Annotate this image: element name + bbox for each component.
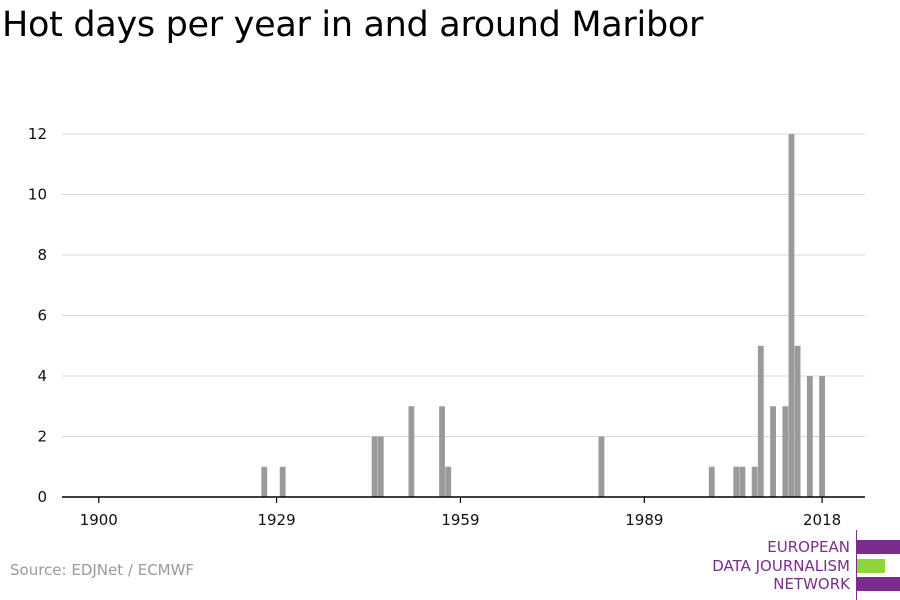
- bar-2005: [739, 466, 746, 497]
- bar-1927: [261, 466, 268, 497]
- y-tick-label: 0: [37, 488, 47, 506]
- y-tick-label: 10: [28, 186, 47, 204]
- bar-2007: [751, 466, 758, 497]
- x-tick-label: 1929: [257, 511, 295, 529]
- bar-2008: [757, 345, 764, 497]
- bar-2000: [708, 466, 715, 497]
- bars: [261, 134, 826, 497]
- x-tick-label: 1959: [441, 511, 479, 529]
- y-tick-label: 4: [37, 367, 47, 385]
- chart-title: Hot days per year in and around Maribor: [2, 5, 704, 45]
- bar-1946: [377, 436, 384, 497]
- bar-2004: [733, 466, 740, 497]
- logo-line-2: DATA JOURNALISM: [712, 557, 850, 575]
- x-axis: [62, 496, 865, 503]
- x-tick-label: 2018: [803, 511, 841, 529]
- bar-2012: [782, 406, 789, 497]
- x-tick-labels: 1900 1929 1959 1989 2018: [80, 511, 842, 529]
- bar-2018: [819, 376, 826, 497]
- bar-2010: [770, 406, 776, 497]
- bar-1957: [445, 466, 452, 497]
- bar-1956: [439, 406, 445, 497]
- bar-2016: [806, 376, 813, 497]
- y-tick-label: 8: [37, 246, 47, 264]
- logo-line-3: NETWORK: [773, 575, 850, 593]
- bar-1982: [598, 436, 605, 497]
- x-tick-label: 1989: [625, 511, 663, 529]
- logo-divider: [856, 530, 857, 600]
- bar-1951: [408, 406, 415, 497]
- logo-bar-purple-top: [857, 540, 900, 554]
- logo-bar-green: [857, 559, 885, 573]
- logo-bar-purple-bottom: [857, 577, 900, 591]
- bar-1945: [371, 436, 378, 497]
- y-tick-labels: 0 2 4 6 8 10 12: [28, 125, 47, 506]
- y-tick-label: 2: [37, 428, 47, 446]
- y-tick-label: 6: [37, 307, 47, 325]
- bar-2014: [794, 345, 801, 497]
- logo-line-1: EUROPEAN: [767, 538, 850, 556]
- gridlines: [62, 133, 865, 437]
- bar-2013: [788, 134, 795, 497]
- source-note: Source: EDJNet / ECMWF: [10, 561, 195, 579]
- x-tick-label: 1900: [80, 511, 118, 529]
- y-tick-label: 12: [28, 125, 47, 143]
- bar-1930: [279, 466, 286, 497]
- edjnet-logo: EUROPEAN DATA JOURNALISM NETWORK: [700, 530, 900, 600]
